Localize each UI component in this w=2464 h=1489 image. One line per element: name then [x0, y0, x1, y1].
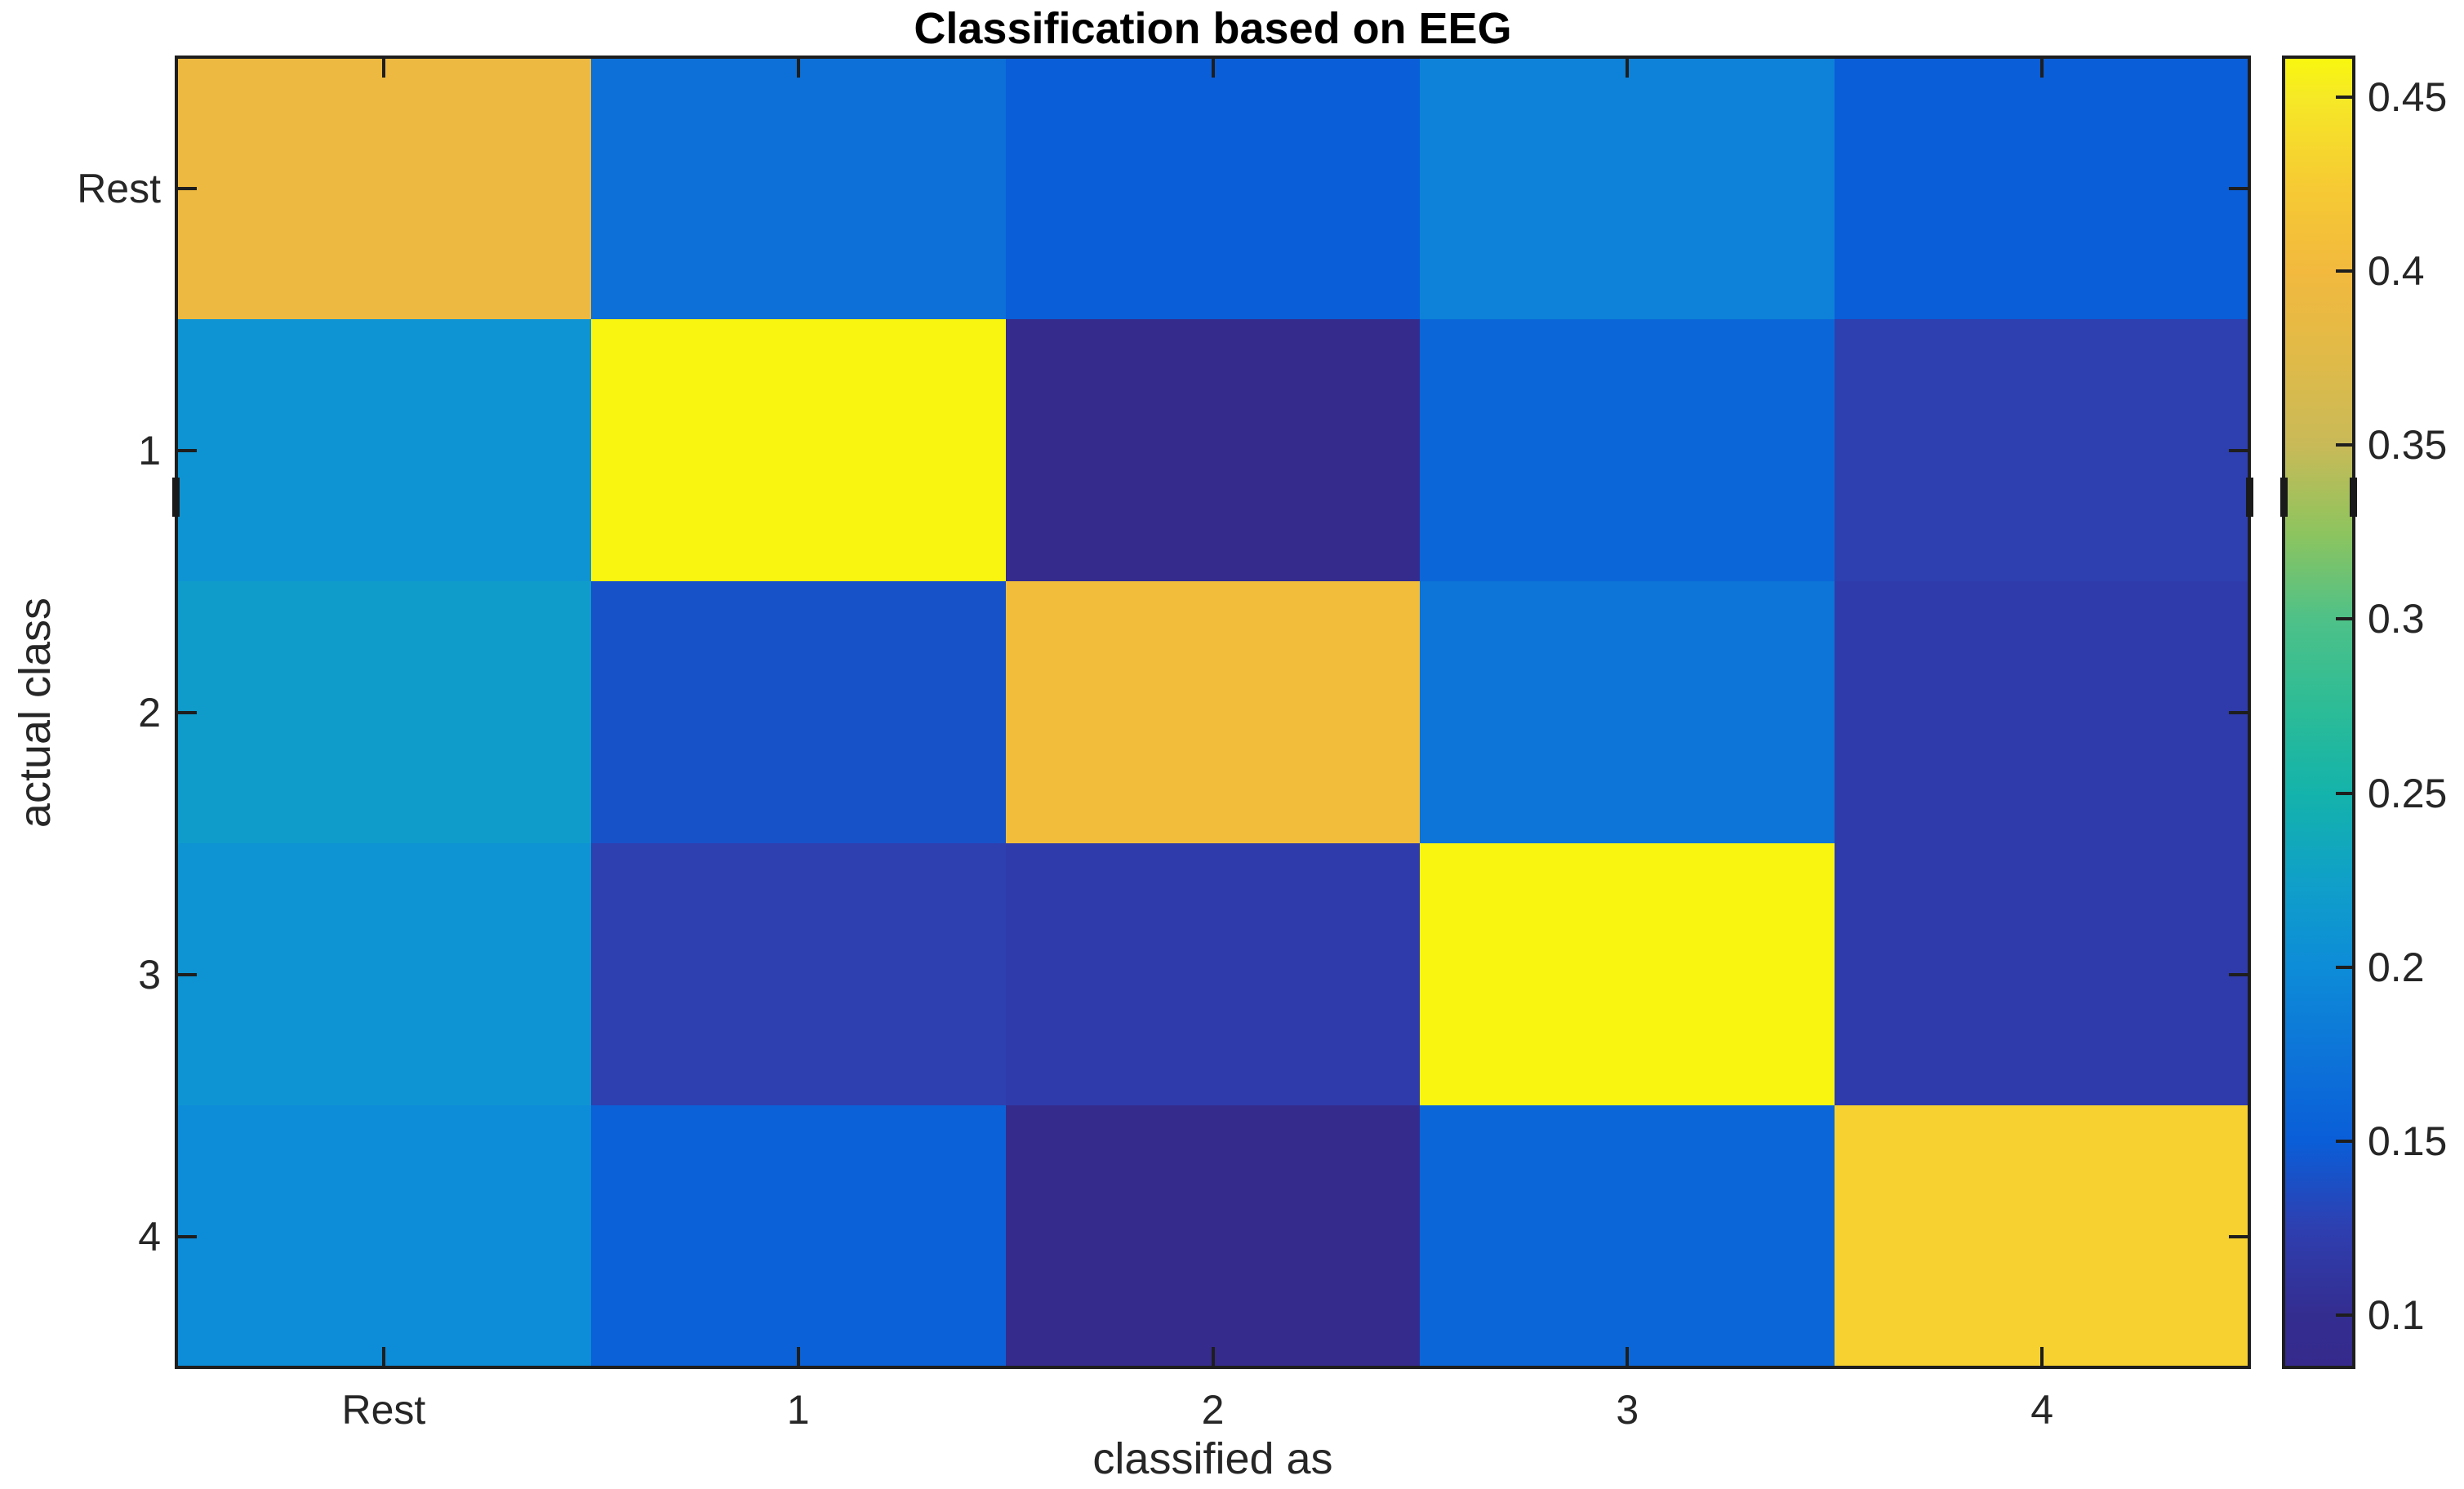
axis-tick [176, 186, 197, 190]
colorbar-tick-label-0.35: 0.35 [2368, 422, 2448, 469]
axis-tick [1626, 1347, 1630, 1367]
colorbar-tick [2336, 965, 2354, 969]
axis-tick [796, 1347, 800, 1367]
heatmap-cell-r4-c1 [590, 1105, 1006, 1367]
colorbar-tick-label-0.2: 0.2 [2368, 944, 2425, 990]
chart-title: Classification based on EEG [914, 4, 1512, 53]
heatmap-cell-r2-c1 [590, 581, 1006, 843]
heatmap-cell-r2-c3 [1420, 581, 1835, 843]
colorbar-tick [2336, 443, 2354, 447]
x-tick-label-Rest: Rest [341, 1387, 426, 1433]
colorbar-tick [2336, 617, 2354, 621]
axis-tick [2229, 972, 2249, 976]
axis-tick [1211, 57, 1215, 78]
axis-tick [2229, 1234, 2249, 1238]
stray-mark [172, 478, 180, 517]
stray-mark [2350, 478, 2357, 517]
axis-tick [2229, 710, 2249, 714]
y-tick-label-1: 1 [138, 427, 161, 473]
colorbar-tick [2336, 1313, 2354, 1318]
x-tick-label-4: 4 [2030, 1387, 2053, 1433]
axis-tick [176, 448, 197, 452]
heatmap-cell-r1-c3 [1420, 319, 1835, 581]
y-tick-label-Rest: Rest [77, 165, 161, 211]
y-tick-label-3: 3 [138, 951, 161, 998]
heatmap-cell-r0-c2 [1005, 57, 1421, 319]
axis-tick [2040, 57, 2044, 78]
axis-tick [2229, 448, 2249, 452]
heatmap-cell-r2-c0 [176, 581, 591, 843]
axis-tick [381, 57, 385, 78]
axis-tick [176, 1234, 197, 1238]
heatmap-cell-r0-c3 [1420, 57, 1835, 319]
heatmap-cell-r1-c4 [1835, 319, 2249, 581]
heatmap-cell-r1-c2 [1005, 319, 1421, 581]
colorbar-gradient [2284, 57, 2354, 1367]
y-tick-label-2: 2 [138, 689, 161, 736]
heatmap-cell-r2-c4 [1835, 581, 2249, 843]
colorbar-tick-label-0.3: 0.3 [2368, 596, 2425, 642]
heatmap-cell-r1-c1 [590, 319, 1006, 581]
plot-area [175, 56, 2251, 1369]
colorbar-tick [2336, 1139, 2354, 1143]
colorbar-tick-label-0.4: 0.4 [2368, 248, 2425, 295]
colorbar-tick [2336, 96, 2354, 100]
axis-tick [2040, 1347, 2044, 1367]
colorbar-tick [2336, 791, 2354, 795]
axis-tick [1626, 57, 1630, 78]
heatmap-cell-r0-c1 [590, 57, 1006, 319]
heatmap-cell-r3-c2 [1005, 843, 1421, 1105]
axis-tick [796, 57, 800, 78]
colorbar-tick-label-0.1: 0.1 [2368, 1292, 2425, 1339]
heatmap-cell-r2-c2 [1005, 581, 1421, 843]
heatmap-cell-r3-c1 [590, 843, 1006, 1105]
x-tick-label-2: 2 [1201, 1387, 1225, 1433]
axis-tick [176, 972, 197, 976]
heatmap-cell-r3-c3 [1420, 843, 1835, 1105]
y-tick-label-4: 4 [138, 1213, 161, 1260]
x-axis-title: classified as [1092, 1434, 1333, 1483]
heatmap-grid [176, 57, 2249, 1367]
heatmap-cell-r4-c3 [1420, 1105, 1835, 1367]
axis-tick [176, 710, 197, 714]
heatmap-cell-r0-c4 [1835, 57, 2249, 319]
x-tick-label-1: 1 [786, 1387, 810, 1433]
stray-mark [2280, 478, 2288, 517]
heatmap-cell-r4-c2 [1005, 1105, 1421, 1367]
axis-tick [381, 1347, 385, 1367]
colorbar [2282, 56, 2355, 1369]
axis-tick [2229, 186, 2249, 190]
heatmap-cell-r1-c0 [176, 319, 591, 581]
x-tick-label-3: 3 [1616, 1387, 1639, 1433]
heatmap-cell-r0-c0 [176, 57, 591, 319]
colorbar-tick-label-0.15: 0.15 [2368, 1118, 2448, 1164]
heatmap-cell-r3-c0 [176, 843, 591, 1105]
colorbar-tick-label-0.25: 0.25 [2368, 770, 2448, 816]
heatmap-cell-r4-c4 [1835, 1105, 2249, 1367]
colorbar-tick-label-0.45: 0.45 [2368, 74, 2448, 121]
y-axis-title: actual class [11, 597, 60, 829]
axis-tick [1211, 1347, 1215, 1367]
heatmap-cell-r3-c4 [1835, 843, 2249, 1105]
colorbar-tick [2336, 269, 2354, 273]
heatmap-cell-r4-c0 [176, 1105, 591, 1367]
stray-mark [2246, 478, 2253, 517]
